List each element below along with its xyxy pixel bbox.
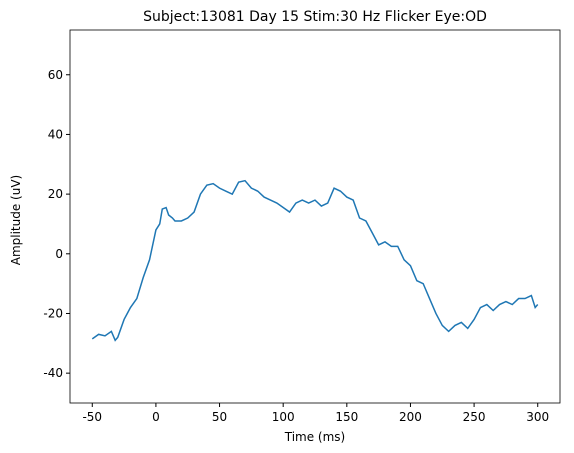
x-tick-label: 300 xyxy=(526,410,549,424)
y-axis-label: Amplitude (uV) xyxy=(9,175,23,266)
x-tick-label: 250 xyxy=(463,410,486,424)
y-tick-label: 60 xyxy=(48,68,63,82)
y-tick-label: 0 xyxy=(55,247,63,261)
y-tick-label: -20 xyxy=(43,306,63,320)
line xyxy=(91,179,539,342)
x-axis-label: Time (ms) xyxy=(284,430,346,444)
y-tick-label: 40 xyxy=(48,127,63,141)
x-tick-label: 150 xyxy=(335,410,358,424)
x-tick-label: 100 xyxy=(272,410,295,424)
y-tick-label: -40 xyxy=(43,366,63,380)
x-tick-label: 200 xyxy=(399,410,422,424)
y-tick-label: 20 xyxy=(48,187,63,201)
x-tick-label: 0 xyxy=(152,410,160,424)
axes-frame xyxy=(69,29,561,404)
chart-title: Subject:13081 Day 15 Stim:30 Hz Flicker … xyxy=(143,9,487,25)
x-tick-label: 50 xyxy=(212,410,227,424)
x-tick-label: -50 xyxy=(82,410,102,424)
